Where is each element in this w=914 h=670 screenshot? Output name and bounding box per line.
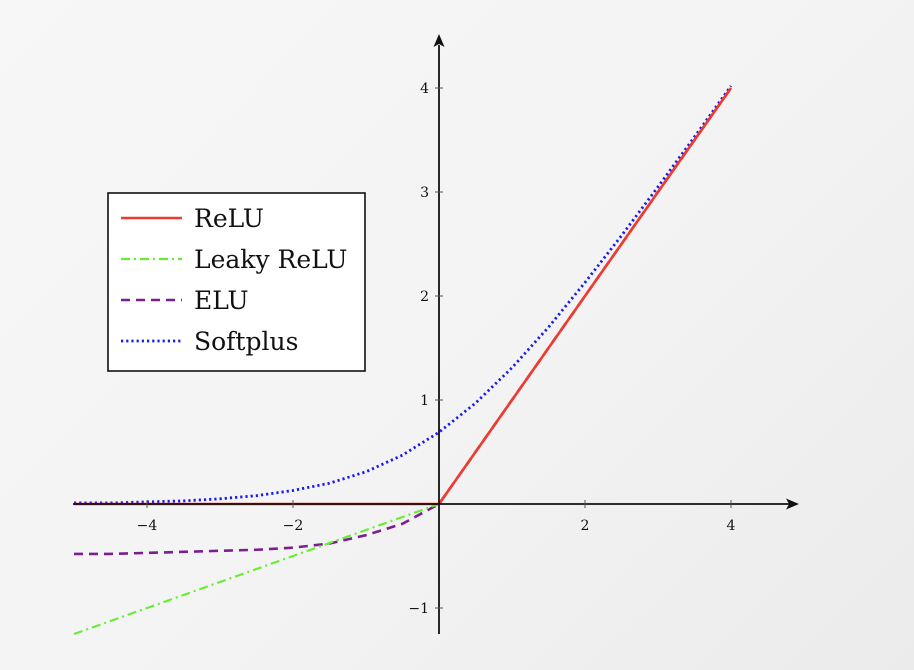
tick-marks-and-labels: −4 −2 2 4 −1 1 2 3 4 — [137, 81, 736, 617]
softplus-line — [74, 85, 733, 505]
x-tick-label: 4 — [727, 518, 736, 534]
legend: ReLU Leaky ReLU ELU Softplus — [107, 192, 366, 372]
y-tick-label: 1 — [420, 393, 429, 409]
y-tick-label: −1 — [408, 601, 429, 617]
x-tick-label: −4 — [137, 518, 158, 534]
x-tick-label: 2 — [581, 518, 590, 534]
y-tick-label: 3 — [420, 185, 429, 201]
axes — [73, 34, 799, 634]
y-tick-label: 2 — [420, 289, 429, 305]
legend-label: ReLU — [194, 204, 264, 233]
legend-item-elu: ELU — [121, 286, 249, 315]
legend-item-softplus: Softplus — [121, 327, 298, 356]
y-tick-label: 4 — [420, 81, 429, 97]
legend-item-relu: ReLU — [121, 204, 264, 233]
legend-box — [107, 192, 366, 372]
x-tick-label: −2 — [283, 518, 304, 534]
x-axis-arrowhead — [786, 498, 799, 510]
legend-label: Softplus — [194, 327, 298, 356]
legend-label: ELU — [194, 286, 249, 315]
legend-item-leaky-relu: Leaky ReLU — [121, 245, 347, 274]
legend-label: Leaky ReLU — [194, 245, 347, 274]
y-axis-arrowhead — [433, 34, 445, 47]
